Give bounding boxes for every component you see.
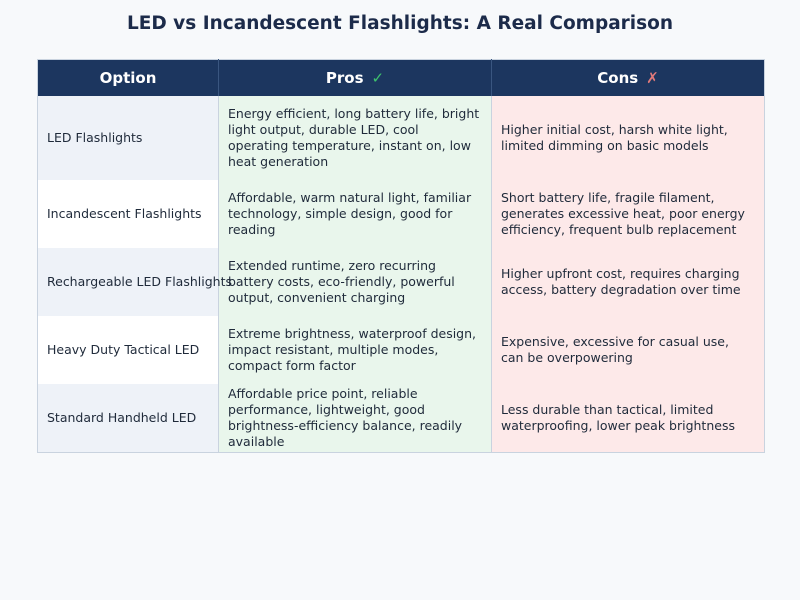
header-pros: Pros ✓ [218,59,492,96]
cons-cell: Higher initial cost, harsh white light, … [491,96,765,180]
pros-cell: Extended runtime, zero recurring battery… [218,248,492,316]
header-option: Option [37,59,219,96]
page-title: LED vs Incandescent Flashlights: A Real … [126,13,674,34]
option-cell: Standard Handheld LED [37,384,219,452]
check-icon: ✓ [371,69,385,87]
comparison-table: Option Pros ✓ Cons ✗ LED Flashlights Energy… [37,59,765,453]
cons-cell: Expensive, excessive for casual use, can… [491,316,765,384]
table-row: LED Flashlights Energy efficient, long ba… [37,96,765,180]
option-cell: Incandescent Flashlights [37,180,219,248]
pros-cell: Extreme brightness, waterproof design, i… [218,316,492,384]
pros-cell: Energy efficient, long battery life, bri… [218,96,492,180]
header-cons-label: Cons [597,69,639,87]
header-row: Option Pros ✓ Cons ✗ [37,59,765,96]
cross-icon: ✗ [646,69,659,87]
option-cell: Heavy Duty Tactical LED [37,316,219,384]
header-option-label: Option [99,69,157,87]
table-row: Incandescent Flashlights Affordable, warm… [37,180,765,248]
cons-cell: Less durable than tactical, limited wate… [491,384,765,452]
pros-cell: Affordable price point, reliable perform… [218,384,492,452]
cons-cell: Higher upfront cost, requires charging a… [491,248,765,316]
table-row: Rechargeable LED Flashlights Extended run… [37,248,765,316]
table-row: Standard Handheld LED Affordable price po… [37,384,765,452]
cons-cell: Short battery life, fragile filament, ge… [491,180,765,248]
table-row: Heavy Duty Tactical LED Extreme brightnes… [37,316,765,384]
header-pros-label: Pros [325,69,364,87]
header-cons: Cons ✗ [491,59,765,96]
pros-cell: Affordable, warm natural light, familiar… [218,180,492,248]
option-cell: Rechargeable LED Flashlights [37,248,232,316]
option-cell: LED Flashlights [37,96,219,180]
